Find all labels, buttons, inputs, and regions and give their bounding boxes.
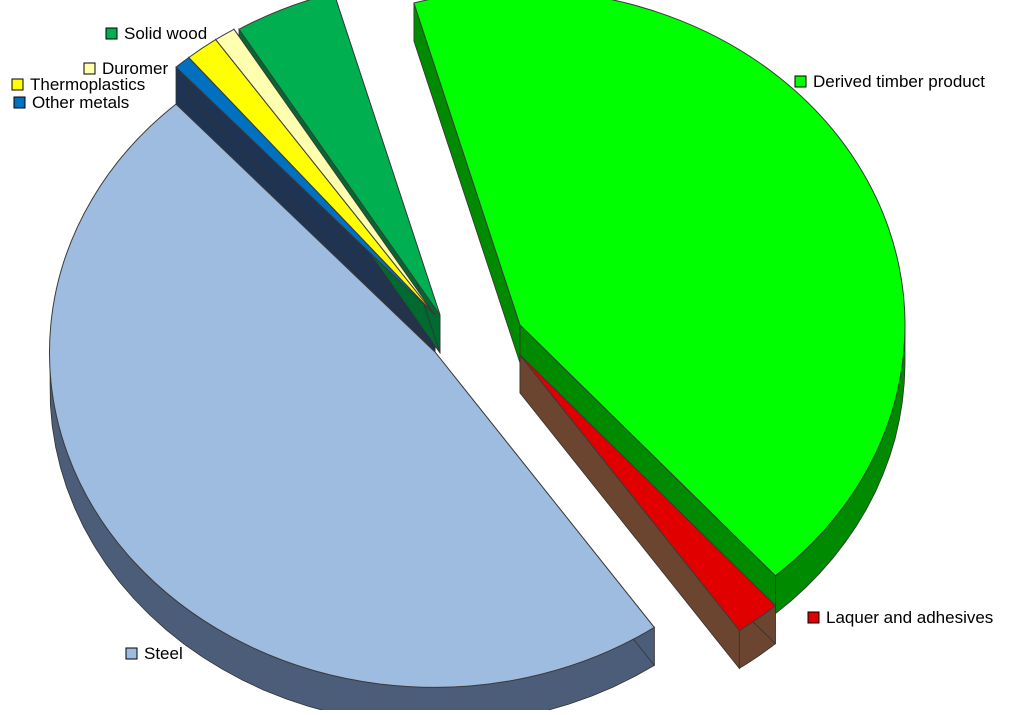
label-text-duromer: Duromer bbox=[102, 59, 168, 78]
label-text-steel: Steel bbox=[144, 644, 183, 663]
legend-swatch-laquer-and-adhesives bbox=[807, 611, 820, 624]
label-text-other-metals: Other metals bbox=[32, 93, 129, 112]
legend-swatch-duromer bbox=[83, 62, 96, 75]
slice-tops bbox=[49, 0, 906, 688]
label-thermoplastics: Thermoplastics bbox=[11, 75, 145, 94]
label-text-solid-wood: Solid wood bbox=[124, 24, 207, 43]
slice-solid-wood bbox=[238, 0, 441, 316]
slice-derived-timber-product bbox=[413, 0, 906, 577]
legend-swatch-solid-wood bbox=[105, 27, 118, 40]
label-text-thermoplastics: Thermoplastics bbox=[30, 75, 145, 94]
legend-swatch-other-metals bbox=[13, 96, 26, 109]
label-steel: Steel bbox=[125, 644, 183, 663]
slice-duromer bbox=[214, 28, 436, 316]
label-duromer: Duromer bbox=[83, 59, 168, 78]
label-text-derived-timber-product: Derived timber product bbox=[813, 72, 985, 91]
slice-labels: Derived timber product Laquer and adhesiv… bbox=[11, 24, 993, 663]
label-other-metals: Other metals bbox=[13, 93, 129, 112]
legend-swatch-steel bbox=[125, 647, 138, 660]
label-laquer-and-adhesives: Laquer and adhesives bbox=[807, 608, 993, 627]
slice-laquer-and-adhesives bbox=[519, 354, 777, 632]
label-text-laquer-and-adhesives: Laquer and adhesives bbox=[826, 608, 993, 627]
legend-swatch-derived-timber-product bbox=[794, 75, 807, 88]
slice-steel bbox=[49, 103, 656, 688]
legend-swatch-thermoplastics bbox=[11, 78, 24, 91]
label-derived-timber-product: Derived timber product bbox=[794, 72, 985, 91]
label-solid-wood: Solid wood bbox=[105, 24, 207, 43]
